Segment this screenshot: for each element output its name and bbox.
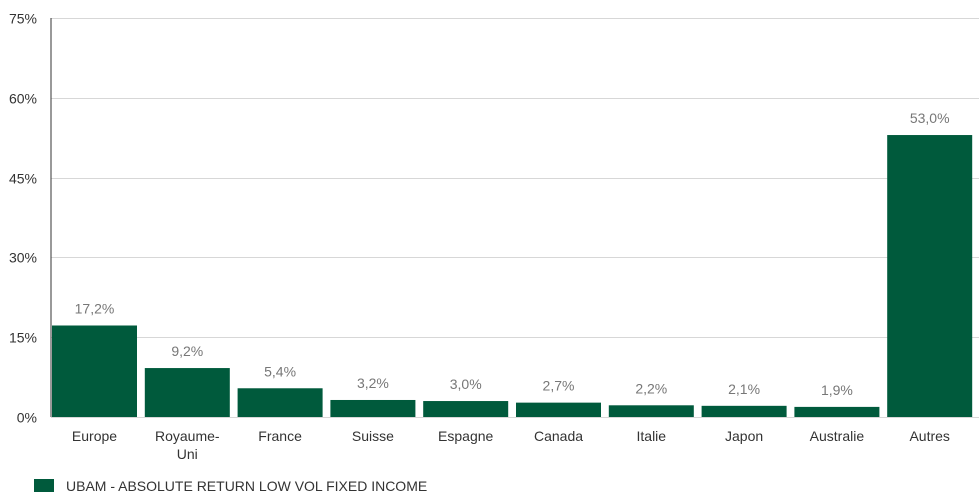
bar [423, 401, 509, 417]
bar [516, 402, 601, 417]
data-label: 17,2% [75, 300, 115, 316]
y-tick-label: 45% [9, 171, 37, 187]
x-category-label: Australie [810, 428, 865, 444]
data-label: 3,2% [357, 375, 389, 391]
data-label: 2,2% [635, 380, 667, 396]
y-axis-ticks: 0% 15% 30% 45% 60% 75% [9, 11, 37, 426]
bar [52, 325, 137, 417]
x-category-label: Autres [909, 428, 949, 444]
legend-swatch [34, 479, 54, 492]
data-label: 9,2% [171, 343, 203, 359]
y-tick-label: 75% [9, 11, 37, 27]
x-category-label: Europe [72, 428, 117, 444]
x-category-label: France [258, 428, 302, 444]
bar [887, 135, 973, 418]
bars [52, 135, 973, 418]
x-category-label: Canada [534, 428, 583, 444]
data-labels: 17,2% 9,2% 5,4% 3,2% 3,0% 2,7% 2,2% 2,1% 1,9% 53,… [75, 110, 950, 398]
x-category-label: Suisse [352, 428, 394, 444]
bar [794, 406, 880, 417]
data-label: 5,4% [264, 363, 296, 379]
x-category-label: Royaume-Uni [155, 428, 220, 462]
data-label: 53,0% [910, 110, 950, 126]
y-tick-label: 15% [9, 330, 37, 346]
data-label: 1,9% [821, 382, 853, 398]
y-tick-label: 30% [9, 250, 37, 266]
legend-label: UBAM - ABSOLUTE RETURN LOW VOL FIXED INC… [66, 478, 427, 492]
data-label: 3,0% [450, 376, 482, 392]
x-category-label: Espagne [438, 428, 493, 444]
data-label: 2,7% [543, 378, 575, 394]
y-tick-label: 0% [17, 410, 37, 426]
bar [144, 368, 230, 417]
gridlines [51, 18, 979, 418]
y-tick-label: 60% [9, 91, 37, 107]
legend: UBAM - ABSOLUTE RETURN LOW VOL FIXED INC… [34, 478, 427, 492]
bar [237, 388, 323, 417]
bar [701, 405, 787, 417]
x-category-label: Japon [725, 428, 763, 444]
data-label: 2,1% [728, 381, 760, 397]
x-category-label: Italie [637, 428, 667, 444]
bar [608, 405, 694, 417]
bar [330, 399, 416, 417]
x-axis-categories: Europe Royaume-Uni France Suisse Espagne Cana… [72, 428, 950, 462]
